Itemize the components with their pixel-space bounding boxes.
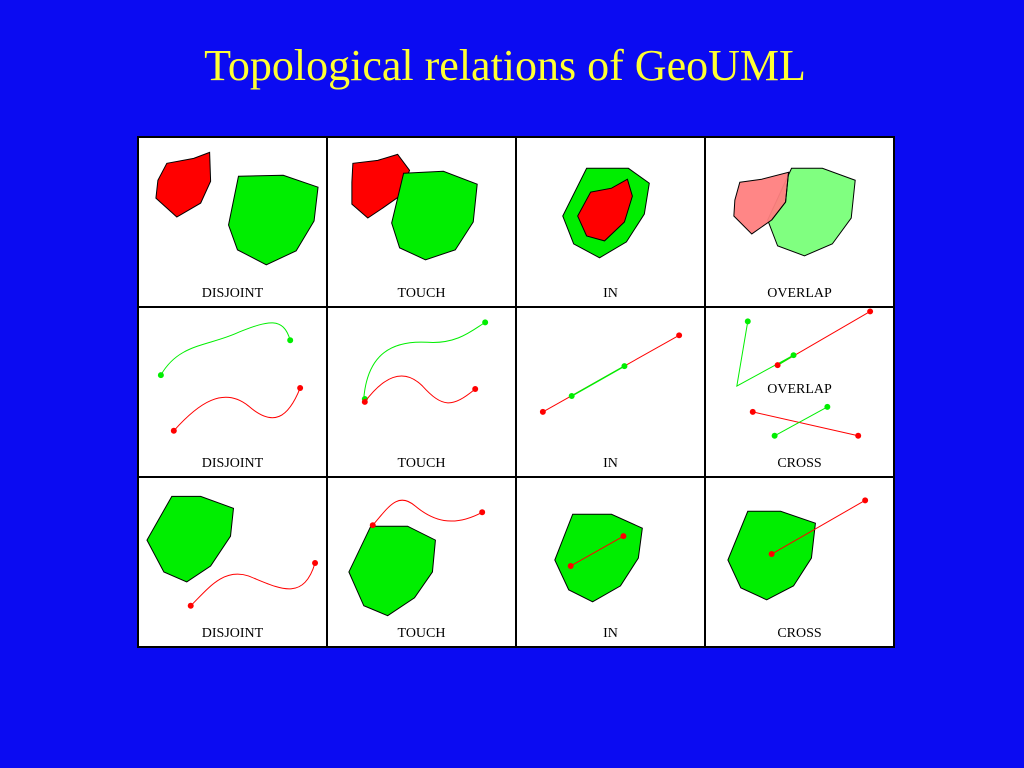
red-point [472, 386, 479, 392]
red-point [676, 332, 683, 339]
relation-label: CROSS [777, 456, 822, 471]
relation-label: IN [603, 456, 618, 471]
region-in-diagram [562, 167, 650, 259]
red-point [297, 385, 304, 392]
cell-region-disjoint: DISJOINT [139, 138, 326, 306]
red-line [173, 387, 301, 432]
red-point [479, 509, 486, 516]
green-line [160, 322, 291, 376]
green-line [363, 321, 486, 399]
light-green-region [767, 167, 856, 257]
line-overlap-cross-diagram [736, 308, 874, 439]
relation-label: IN [603, 626, 618, 641]
relations-grid: DISJOINT TOUCH IN OVERLAP [137, 136, 895, 648]
page-title: Topological relations of GeoUML [204, 41, 806, 90]
line-touch-diagram [361, 319, 489, 405]
green-point [790, 352, 797, 359]
red-region [577, 178, 633, 242]
cell-line-in: IN [517, 308, 704, 476]
line-disjoint-diagram [157, 322, 304, 434]
cell-line-region-in: IN [517, 478, 704, 646]
overlap-edge [771, 172, 790, 221]
line-region-in-diagram [554, 513, 643, 603]
red-region [351, 153, 411, 219]
relation-label: DISJOINT [201, 286, 264, 301]
red-region [155, 151, 212, 218]
green-point [744, 318, 751, 325]
red-point [749, 408, 756, 415]
red-point [369, 522, 376, 529]
relation-label: IN [603, 286, 618, 301]
green-point [287, 337, 294, 344]
green-region [228, 174, 319, 266]
green-point [157, 372, 164, 379]
relation-label: TOUCH [397, 456, 446, 471]
line-region-touch-diagram [348, 499, 486, 617]
region-overlap-diagram [733, 167, 856, 257]
cell-line-region-cross: CROSS [706, 478, 893, 646]
line-region-cross-diagram [727, 497, 869, 601]
red-point [862, 497, 869, 504]
relation-label-overlap: OVERLAP [767, 382, 832, 397]
green-point [482, 319, 489, 326]
cell-line-touch: TOUCH [328, 308, 515, 476]
cell-line-overlap-cross: OVERLAP CROSS [706, 308, 893, 476]
red-point [187, 602, 194, 609]
red-point [361, 398, 368, 405]
relation-label: DISJOINT [201, 456, 264, 471]
line-region-disjoint-diagram [146, 495, 319, 609]
green-point [771, 432, 778, 439]
green-point [824, 403, 831, 410]
red-point [855, 432, 862, 439]
red-point [768, 551, 775, 558]
relation-label: CROSS [777, 626, 822, 641]
green-point [568, 392, 575, 399]
red-point [867, 308, 874, 315]
red-line [771, 499, 866, 555]
green-region [391, 170, 478, 261]
relation-label: TOUCH [397, 626, 446, 641]
cell-region-in: IN [517, 138, 704, 306]
red-line [570, 535, 624, 567]
red-point [774, 362, 781, 369]
red-line [364, 375, 476, 404]
region-touch-diagram [351, 153, 478, 261]
relation-label: TOUCH [397, 286, 446, 301]
red-line [372, 499, 483, 526]
red-point [312, 560, 319, 566]
cell-region-touch: TOUCH [328, 138, 515, 306]
green-region [554, 513, 643, 603]
region-disjoint-diagram [155, 151, 319, 266]
green-overlap-segment [777, 354, 794, 366]
line-in-diagram [539, 332, 683, 415]
green-point [621, 363, 628, 370]
light-red-region [733, 171, 790, 235]
green-line [736, 321, 794, 387]
red-point [170, 427, 177, 434]
red-point [539, 408, 546, 415]
cell-region-overlap: OVERLAP [706, 138, 893, 306]
cell-line-disjoint: DISJOINT [139, 308, 326, 476]
cell-line-region-disjoint: DISJOINT [139, 478, 326, 646]
green-line [571, 365, 625, 397]
relation-label: OVERLAP [767, 286, 832, 301]
red-line [190, 562, 316, 607]
relation-label: DISJOINT [201, 626, 264, 641]
red-point [567, 562, 574, 569]
cell-line-region-touch: TOUCH [328, 478, 515, 646]
red-point [620, 533, 627, 540]
green-region [146, 495, 235, 583]
green-region [348, 525, 436, 617]
green-cross-line [774, 406, 828, 437]
red-cross-line [752, 411, 859, 437]
